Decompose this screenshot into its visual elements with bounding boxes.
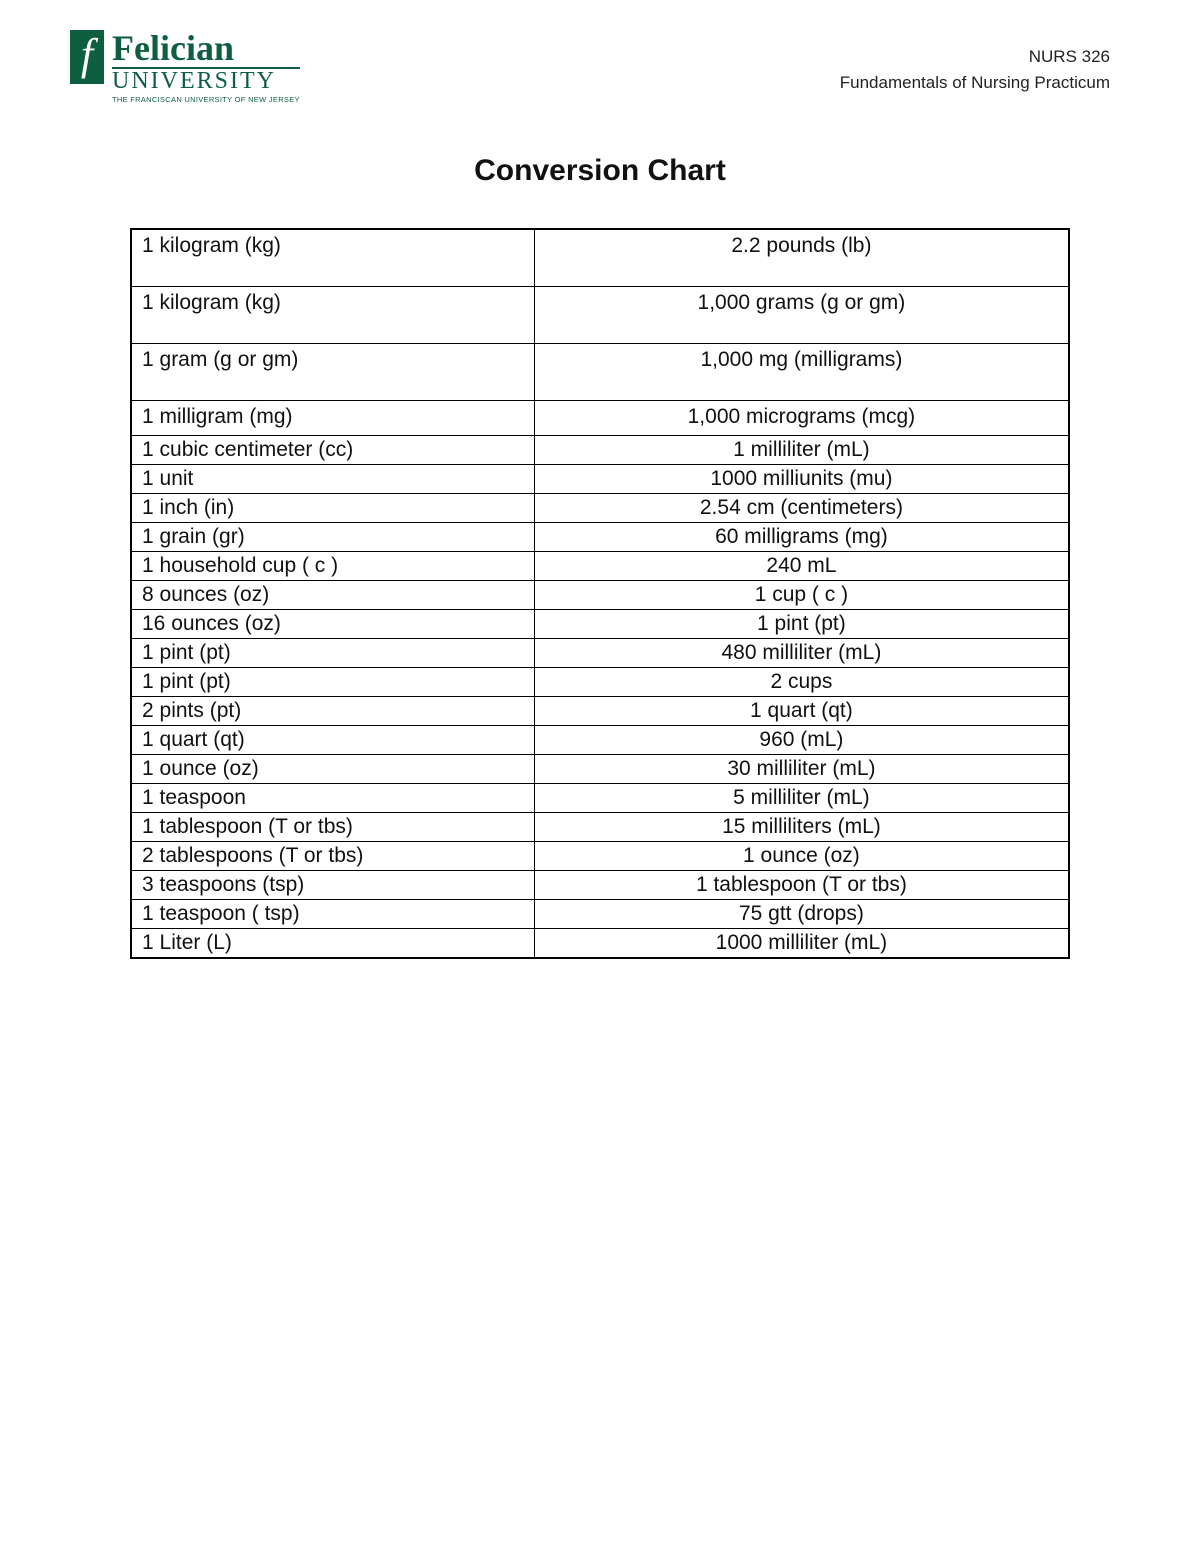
conversion-from: 1 inch (in) [131, 493, 534, 522]
table-row: 1 tablespoon (T or tbs)15 milliliters (m… [131, 812, 1069, 841]
conversion-to: 30 milliliter (mL) [534, 754, 1069, 783]
conversion-to: 1 pint (pt) [534, 609, 1069, 638]
conversion-from: 3 teaspoons (tsp) [131, 870, 534, 899]
conversion-from: 1 cubic centimeter (cc) [131, 435, 534, 464]
conversion-from: 1 teaspoon [131, 783, 534, 812]
conversion-from: 2 pints (pt) [131, 696, 534, 725]
conversion-from: 1 pint (pt) [131, 667, 534, 696]
conversion-to: 1 milliliter (mL) [534, 435, 1069, 464]
table-container: 1 kilogram (kg)2.2 pounds (lb)1 kilogram… [0, 228, 1200, 959]
header-course-info: NURS 326 Fundamentals of Nursing Practic… [840, 30, 1110, 95]
logo-icon: f [70, 30, 104, 84]
conversion-to: 60 milligrams (mg) [534, 522, 1069, 551]
conversion-from: 1 quart (qt) [131, 725, 534, 754]
conversion-from: 2 tablespoons (T or tbs) [131, 841, 534, 870]
table-row: 1 teaspoon5 milliliter (mL) [131, 783, 1069, 812]
course-code: NURS 326 [840, 44, 1110, 70]
table-row: 1 Liter (L)1000 milliliter (mL) [131, 928, 1069, 958]
conversion-to: 2.2 pounds (lb) [534, 229, 1069, 287]
conversion-from: 1 ounce (oz) [131, 754, 534, 783]
conversion-to: 15 milliliters (mL) [534, 812, 1069, 841]
conversion-from: 1 Liter (L) [131, 928, 534, 958]
conversion-from: 1 kilogram (kg) [131, 286, 534, 343]
table-row: 1 kilogram (kg)2.2 pounds (lb) [131, 229, 1069, 287]
page-title: Conversion Chart [0, 154, 1200, 188]
logo-tagline: THE FRANCISCAN UNIVERSITY OF NEW JERSEY [112, 96, 300, 104]
conversion-to: 2 cups [534, 667, 1069, 696]
conversion-from: 1 household cup ( c ) [131, 551, 534, 580]
conversion-to: 240 mL [534, 551, 1069, 580]
conversion-from: 1 milligram (mg) [131, 400, 534, 435]
table-row: 1 household cup ( c )240 mL [131, 551, 1069, 580]
table-row: 1 unit1000 milliunits (mu) [131, 464, 1069, 493]
conversion-from: 1 teaspoon ( tsp) [131, 899, 534, 928]
page-header: f Felician UNIVERSITY THE FRANCISCAN UNI… [0, 0, 1200, 104]
logo-text: Felician UNIVERSITY THE FRANCISCAN UNIVE… [112, 30, 300, 104]
table-row: 1 kilogram (kg)1,000 grams (g or gm) [131, 286, 1069, 343]
conversion-to: 1 tablespoon (T or tbs) [534, 870, 1069, 899]
table-row: 3 teaspoons (tsp)1 tablespoon (T or tbs) [131, 870, 1069, 899]
conversion-from: 1 unit [131, 464, 534, 493]
conversion-to: 1 cup ( c ) [534, 580, 1069, 609]
conversion-to: 960 (mL) [534, 725, 1069, 754]
conversion-from: 1 pint (pt) [131, 638, 534, 667]
conversion-to: 5 milliliter (mL) [534, 783, 1069, 812]
table-row: 1 pint (pt)480 milliliter (mL) [131, 638, 1069, 667]
table-row: 2 pints (pt)1 quart (qt) [131, 696, 1069, 725]
conversion-to: 1,000 micrograms (mcg) [534, 400, 1069, 435]
table-row: 1 quart (qt)960 (mL) [131, 725, 1069, 754]
logo-university: UNIVERSITY [112, 67, 300, 93]
table-row: 1 gram (g or gm)1,000 mg (milligrams) [131, 343, 1069, 400]
conversion-to: 1 quart (qt) [534, 696, 1069, 725]
conversion-from: 16 ounces (oz) [131, 609, 534, 638]
course-name: Fundamentals of Nursing Practicum [840, 70, 1110, 96]
table-row: 2 tablespoons (T or tbs)1 ounce (oz) [131, 841, 1069, 870]
table-row: 1 ounce (oz)30 milliliter (mL) [131, 754, 1069, 783]
table-row: 1 cubic centimeter (cc)1 milliliter (mL) [131, 435, 1069, 464]
logo-name: Felician [112, 30, 300, 66]
logo-letter-f: f [81, 33, 93, 77]
conversion-to: 1,000 grams (g or gm) [534, 286, 1069, 343]
table-row: 1 grain (gr)60 milligrams (mg) [131, 522, 1069, 551]
table-row: 1 milligram (mg)1,000 micrograms (mcg) [131, 400, 1069, 435]
conversion-to: 1000 milliunits (mu) [534, 464, 1069, 493]
conversion-to: 1 ounce (oz) [534, 841, 1069, 870]
conversion-from: 8 ounces (oz) [131, 580, 534, 609]
table-body: 1 kilogram (kg)2.2 pounds (lb)1 kilogram… [131, 229, 1069, 958]
table-row: 1 inch (in)2.54 cm (centimeters) [131, 493, 1069, 522]
conversion-from: 1 grain (gr) [131, 522, 534, 551]
conversion-from: 1 tablespoon (T or tbs) [131, 812, 534, 841]
table-row: 8 ounces (oz)1 cup ( c ) [131, 580, 1069, 609]
conversion-to: 75 gtt (drops) [534, 899, 1069, 928]
conversion-from: 1 kilogram (kg) [131, 229, 534, 287]
conversion-to: 1,000 mg (milligrams) [534, 343, 1069, 400]
table-row: 1 pint (pt)2 cups [131, 667, 1069, 696]
logo: f Felician UNIVERSITY THE FRANCISCAN UNI… [70, 30, 300, 104]
conversion-to: 1000 milliliter (mL) [534, 928, 1069, 958]
table-row: 16 ounces (oz)1 pint (pt) [131, 609, 1069, 638]
conversion-from: 1 gram (g or gm) [131, 343, 534, 400]
conversion-to: 480 milliliter (mL) [534, 638, 1069, 667]
table-row: 1 teaspoon ( tsp)75 gtt (drops) [131, 899, 1069, 928]
conversion-to: 2.54 cm (centimeters) [534, 493, 1069, 522]
conversion-table: 1 kilogram (kg)2.2 pounds (lb)1 kilogram… [130, 228, 1070, 959]
